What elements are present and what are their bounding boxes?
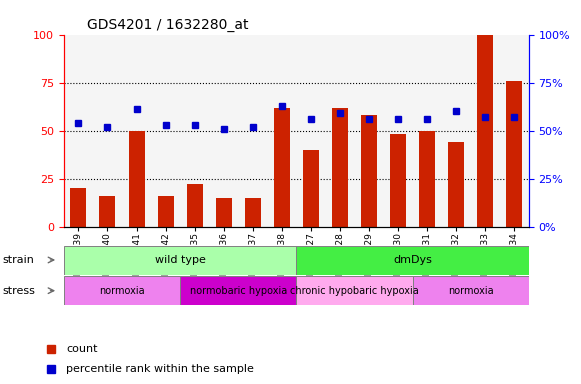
Bar	[332, 108, 348, 227]
Bar	[413, 276, 529, 305]
Bar	[296, 246, 529, 275]
Bar	[216, 198, 232, 227]
Text: strain: strain	[3, 255, 35, 265]
Bar	[506, 81, 522, 227]
Bar	[361, 115, 377, 227]
Bar	[448, 142, 464, 227]
Bar	[99, 196, 116, 227]
Bar	[180, 276, 296, 305]
Bar	[274, 108, 290, 227]
Bar	[128, 131, 145, 227]
Bar	[157, 196, 174, 227]
Bar	[477, 35, 493, 227]
Text: normobaric hypoxia: normobaric hypoxia	[189, 286, 287, 296]
Text: count: count	[66, 344, 98, 354]
Bar	[245, 198, 261, 227]
Text: chronic hypobaric hypoxia: chronic hypobaric hypoxia	[290, 286, 419, 296]
Bar	[296, 276, 413, 305]
Bar	[64, 246, 296, 275]
Text: percentile rank within the sample: percentile rank within the sample	[66, 364, 254, 374]
Text: normoxia: normoxia	[448, 286, 493, 296]
Bar	[64, 276, 180, 305]
Bar	[390, 134, 406, 227]
Text: normoxia: normoxia	[99, 286, 145, 296]
Bar	[70, 188, 87, 227]
Text: wild type: wild type	[155, 255, 206, 265]
Text: dmDys: dmDys	[393, 255, 432, 265]
Bar	[419, 131, 435, 227]
Bar	[303, 150, 319, 227]
Text: stress: stress	[3, 286, 36, 296]
Text: GDS4201 / 1632280_at: GDS4201 / 1632280_at	[87, 18, 249, 32]
Bar	[187, 184, 203, 227]
